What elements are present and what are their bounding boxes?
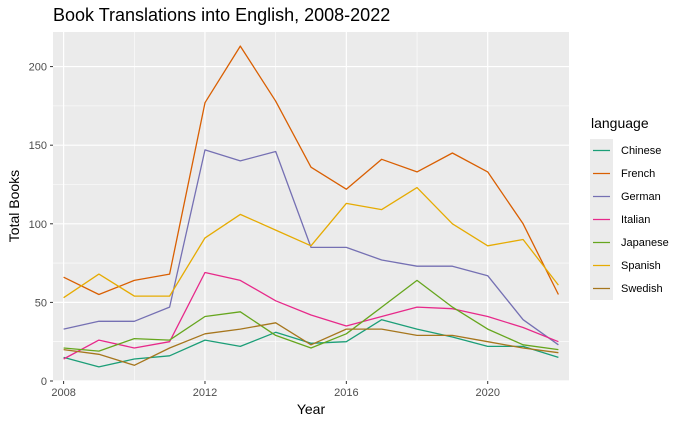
series-line-japanese — [63, 279, 559, 352]
x-tick-label: 2008 — [51, 387, 75, 399]
series-lines — [63, 45, 559, 368]
legend-label: French — [621, 168, 655, 180]
y-axis-title: Total Books — [6, 170, 22, 242]
legend-label: Japanese — [621, 237, 669, 249]
legend-title: language — [591, 115, 649, 131]
plot-panel — [53, 32, 569, 381]
legend-item-chinese: Chinese — [590, 139, 661, 162]
x-tick-label: 2020 — [475, 387, 499, 399]
legend-item-spanish: Spanish — [590, 254, 661, 277]
legend-label: Spanish — [621, 260, 661, 272]
series-line-french — [63, 45, 559, 296]
series-line-german — [63, 149, 559, 346]
series-line-swedish — [63, 322, 559, 366]
legend-label: German — [621, 191, 661, 203]
legend-label: Swedish — [621, 283, 663, 295]
legend-label: Chinese — [621, 145, 661, 157]
series-line-italian — [63, 271, 559, 360]
legend: language Chinese French German Italian Japan… — [590, 115, 669, 300]
y-tick-label: 150 — [29, 140, 47, 152]
x-tick-label: 2012 — [193, 387, 217, 399]
x-axis-title: Year — [297, 401, 326, 417]
y-axis: 0 50 100 150 200 — [29, 62, 53, 388]
x-axis: 2008 2012 2016 2020 — [51, 381, 500, 399]
x-tick-label: 2016 — [334, 387, 358, 399]
y-tick-label: 200 — [29, 62, 47, 74]
legend-item-japanese: Japanese — [590, 231, 669, 254]
series-line-spanish — [63, 186, 559, 299]
chart-title: Book Translations into English, 2008-202… — [53, 5, 390, 25]
y-tick-label: 100 — [29, 219, 47, 231]
y-tick-label: 0 — [41, 376, 47, 388]
legend-item-german: German — [590, 185, 661, 208]
legend-item-french: French — [590, 162, 655, 185]
grid-minor — [53, 32, 569, 381]
legend-label: Italian — [621, 214, 650, 226]
y-tick-label: 50 — [35, 297, 47, 309]
series-line-chinese — [63, 319, 559, 368]
grid-major — [53, 32, 569, 382]
legend-item-swedish: Swedish — [590, 277, 663, 300]
legend-item-italian: Italian — [590, 208, 650, 231]
